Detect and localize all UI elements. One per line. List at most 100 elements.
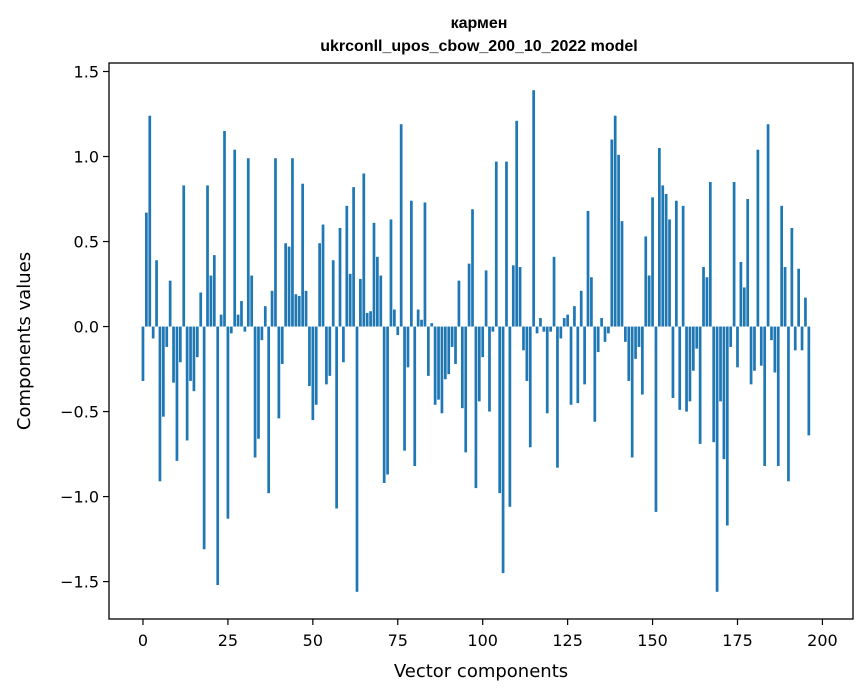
bar-125 [566, 314, 569, 327]
y-axis: −1.5 −1.0 −0.5 0.0 0.5 1.0 1.5 [60, 63, 109, 592]
bar-124 [562, 318, 566, 327]
bar-178 [746, 199, 750, 327]
bar-98 [474, 326, 478, 489]
bar-50 [311, 326, 315, 421]
bar-169 [715, 326, 719, 592]
y-tick-label: 1.5 [74, 63, 99, 82]
bar-13 [185, 326, 189, 441]
bar-179 [749, 326, 753, 385]
y-tick-label: −1.5 [60, 573, 99, 592]
bar-106 [501, 326, 505, 574]
bar-65 [362, 173, 366, 327]
bar-34 [257, 326, 260, 439]
bar-75 [396, 326, 400, 336]
bar-35 [260, 326, 264, 341]
bar-196 [807, 326, 811, 436]
bar-44 [291, 158, 294, 327]
bar-61 [348, 273, 352, 327]
bar-147 [641, 326, 644, 395]
bar-100 [481, 326, 485, 358]
bar-120 [549, 326, 552, 332]
x-tick-label: 125 [552, 631, 583, 650]
bar-143 [627, 326, 631, 381]
bar-174 [732, 182, 736, 327]
bar-39 [274, 158, 277, 327]
bar-194 [800, 326, 804, 351]
bar-95 [464, 326, 468, 453]
bar-111 [518, 267, 522, 327]
bar-99 [477, 326, 481, 402]
bar-73 [389, 219, 393, 327]
bar-185 [770, 326, 773, 341]
x-tick-label: 50 [303, 631, 323, 650]
bar-187 [776, 326, 780, 466]
bar-176 [739, 261, 743, 327]
bar-123 [559, 326, 563, 339]
bar-150 [651, 197, 654, 327]
bar-16 [195, 326, 199, 358]
bar-110 [515, 120, 519, 327]
bar-127 [573, 306, 576, 327]
x-tick-label: 150 [637, 631, 668, 650]
bar-89 [443, 326, 447, 380]
y-tick-label: 0.0 [74, 318, 99, 337]
bar-135 [600, 318, 603, 327]
bar-33 [253, 326, 257, 458]
bar-156 [671, 326, 675, 398]
bar-165 [702, 267, 705, 327]
bar-170 [719, 326, 722, 402]
y-tick-label: −1.0 [60, 488, 99, 507]
bar-25 [226, 326, 230, 519]
bar-166 [705, 277, 709, 327]
bar-70 [379, 275, 383, 327]
bar-132 [590, 277, 593, 327]
bar-55 [328, 326, 332, 376]
bar-42 [284, 243, 288, 327]
bar-161 [688, 326, 692, 402]
bar-48 [304, 290, 308, 327]
bar-92 [454, 326, 457, 364]
bars-group [141, 90, 811, 592]
bar-96 [467, 263, 471, 327]
bar-128 [576, 326, 580, 404]
bar-119 [545, 326, 549, 414]
bar-12 [182, 185, 186, 327]
bar-3 [151, 326, 155, 339]
bar-58 [338, 227, 342, 327]
bar-142 [624, 326, 627, 342]
bar-171 [722, 326, 726, 460]
bar-78 [406, 326, 410, 368]
bar-167 [708, 182, 712, 327]
bar-116 [535, 326, 539, 334]
bar-138 [610, 139, 614, 327]
bar-175 [736, 326, 739, 368]
bar-60 [345, 205, 349, 327]
bar-191 [790, 227, 794, 327]
bar-4 [155, 260, 158, 327]
bar-152 [658, 148, 661, 327]
bar-31 [246, 158, 250, 327]
bar-164 [698, 326, 702, 444]
bar-107 [505, 161, 508, 327]
x-tick-label: 75 [388, 631, 408, 650]
bar-101 [484, 270, 488, 327]
bar-130 [583, 326, 586, 385]
bar-121 [552, 256, 556, 327]
bar-173 [729, 326, 733, 347]
chart-subtitle: ukrconll_upos_cbow_200_10_2022 model [320, 38, 637, 55]
bar-129 [579, 290, 583, 327]
y-tick-label: 0.5 [74, 233, 99, 252]
bar-86 [433, 326, 437, 405]
bar-29 [240, 301, 243, 327]
bar-190 [787, 326, 790, 482]
bar-146 [637, 326, 641, 347]
y-tick-label: 1.0 [74, 148, 99, 167]
bar-8 [168, 280, 172, 327]
bar-159 [681, 205, 685, 327]
bar-88 [440, 326, 444, 414]
bar-183 [763, 326, 767, 466]
bar-72 [386, 326, 389, 475]
y-axis-label: Components values [14, 252, 35, 430]
bar-104 [494, 161, 498, 327]
bar-46 [297, 295, 301, 327]
